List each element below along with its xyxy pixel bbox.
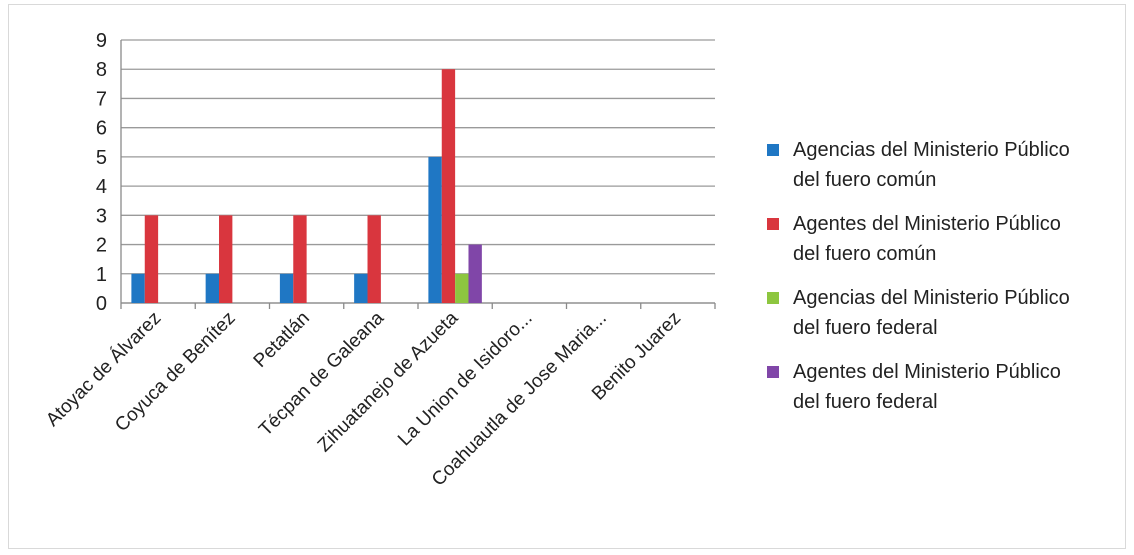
x-category-label: Zihuatanejo de Azueta: [314, 307, 463, 456]
x-category-label: La Union de Isidoro...: [394, 308, 537, 451]
y-tick-label: 8: [96, 59, 107, 81]
y-tick-label: 5: [96, 147, 107, 169]
bar: [293, 215, 307, 303]
x-category-label: Petatlán: [250, 308, 314, 372]
legend-swatch: [767, 144, 779, 156]
bar: [279, 273, 294, 303]
chart-legend: Agencias del Ministerio Público del fuer…: [763, 135, 1133, 431]
bar: [455, 273, 469, 303]
chart-frame: 0 1 2 3 4 5 6 7 8 9 Atoyac de Álvarez Coyuca de Ben…: [8, 4, 1126, 549]
legend-label-line2: del fuero federal: [793, 317, 938, 339]
y-tick-label: 0: [96, 293, 107, 315]
legend-item-agencias-federal: Agencias del Ministerio Público del fuer…: [763, 283, 1133, 343]
bar: [428, 156, 442, 303]
y-tick-label: 2: [96, 235, 107, 257]
bar: [131, 273, 145, 303]
legend-label-line2: del fuero común: [793, 243, 937, 265]
legend-swatch: [767, 292, 779, 304]
legend-label-line1: Agentes del Ministerio Público: [793, 213, 1061, 235]
bar: [205, 273, 220, 303]
y-tick-label: 3: [96, 205, 107, 227]
y-tick-label: 6: [96, 118, 107, 140]
y-tick-label: 4: [96, 176, 107, 198]
legend-label-line1: Agencias del Ministerio Público: [793, 287, 1070, 309]
legend-item-agencias-comun: Agencias del Ministerio Público del fuer…: [763, 135, 1133, 195]
bar: [144, 215, 159, 303]
bar: [441, 69, 456, 303]
bar: [367, 215, 381, 303]
legend-item-agentes-comun: Agentes del Ministerio Público del fuero…: [763, 209, 1133, 269]
bar: [354, 273, 368, 303]
legend-label-line1: Agencias del Ministerio Público: [793, 139, 1070, 161]
bar: [219, 215, 233, 303]
y-tick-label: 9: [96, 30, 107, 52]
y-tick-label: 7: [96, 88, 107, 110]
y-tick-label: 1: [96, 264, 107, 286]
legend-swatch: [767, 366, 779, 378]
legend-item-agentes-federal: Agentes del Ministerio Público del fuero…: [763, 357, 1133, 417]
legend-swatch: [767, 218, 779, 230]
legend-label-line2: del fuero federal: [793, 391, 938, 413]
x-category-label: Técpan de Galeana: [255, 307, 388, 440]
legend-label-line2: del fuero común: [793, 169, 937, 191]
legend-label-line1: Agentes del Ministerio Público: [793, 361, 1061, 383]
bar: [468, 244, 482, 303]
